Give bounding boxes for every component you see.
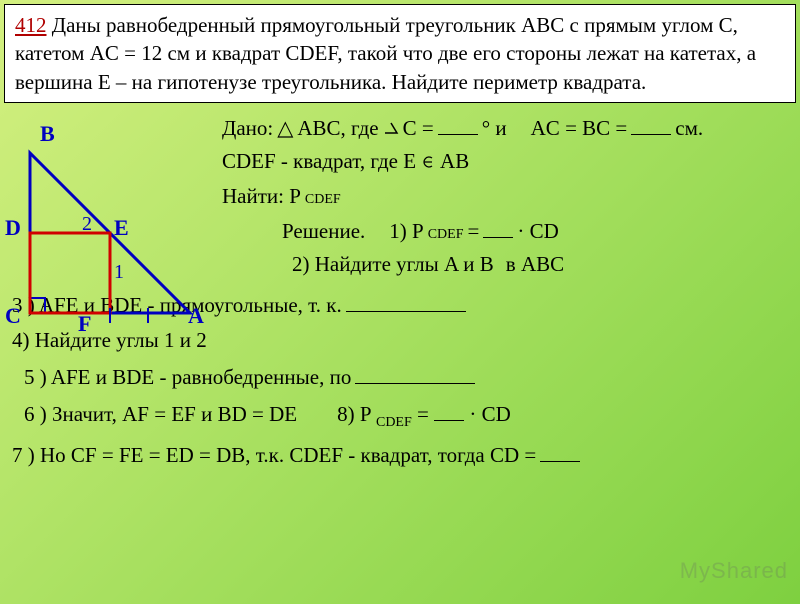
angle-1: 1	[114, 261, 124, 284]
blank-s7	[540, 441, 580, 462]
problem-statement: 412 Даны равнобедренный прямоугольный тр…	[4, 4, 796, 103]
solution-label: Решение.	[282, 219, 365, 244]
problem-text: Даны равнобедренный прямоугольный треуго…	[15, 13, 756, 94]
find-label: Найти: P	[222, 184, 301, 209]
angle-icon	[383, 121, 399, 135]
vertex-d: D	[5, 215, 21, 241]
blank-s8	[434, 400, 464, 421]
blank-s5	[355, 363, 475, 384]
vertex-e: E	[114, 215, 129, 241]
diagram-svg	[10, 123, 210, 333]
given-label: Дано:	[222, 116, 273, 141]
blank-angle-c	[438, 114, 478, 135]
solution-area: B C A D E F 1 2 Дано: △ ABC, где C = ° и…	[0, 103, 800, 479]
blank-s1	[483, 217, 513, 238]
geometry-diagram: B C A D E F 1 2	[10, 123, 210, 333]
blank-ac	[631, 114, 671, 135]
watermark: MyShared	[680, 558, 788, 584]
vertex-c: C	[5, 303, 21, 329]
given-section: Дано: △ ABC, где C = ° и AC = BC = см. C…	[222, 114, 788, 277]
element-of-icon	[422, 149, 434, 161]
problem-number: 412	[15, 13, 47, 37]
vertex-f: F	[78, 311, 91, 337]
vertex-a: A	[188, 303, 204, 329]
vertex-b: B	[40, 121, 55, 147]
angle-2: 2	[82, 213, 92, 236]
blank-s3	[346, 291, 466, 312]
